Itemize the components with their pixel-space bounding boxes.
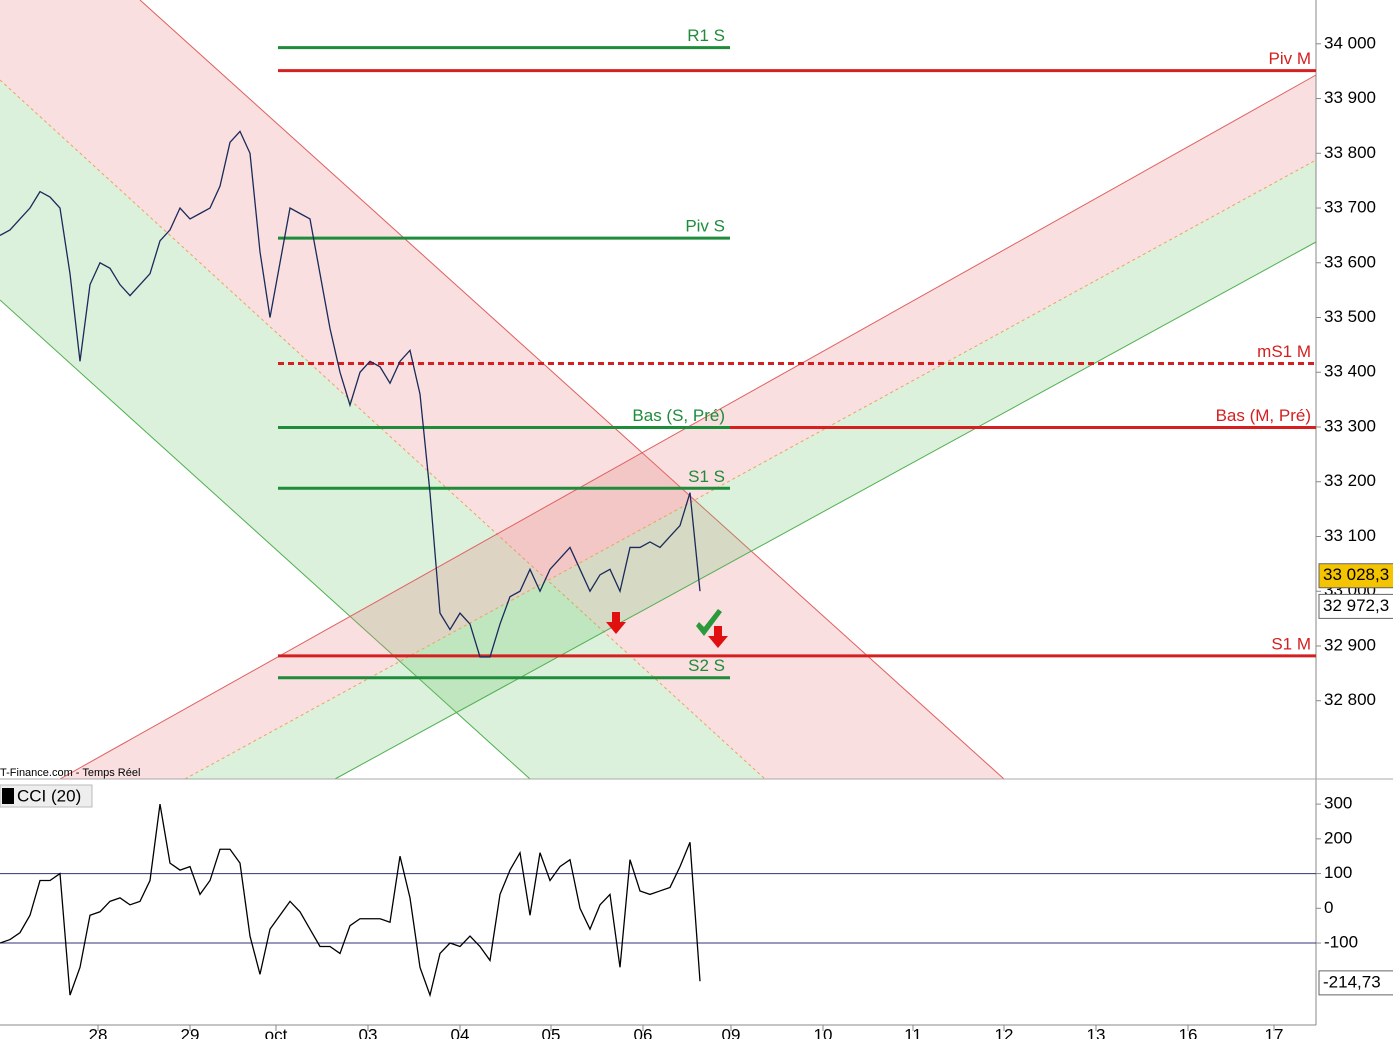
y-tick-label: 33 300 [1324,416,1376,435]
x-tick-label: 28 [89,1025,108,1039]
price-tag [1318,563,1393,589]
y-tick-label: 33 500 [1324,307,1376,326]
x-tick-label: 17 [1265,1025,1284,1039]
legend-swatch [2,788,14,804]
y-tick-label: 32 900 [1324,635,1376,654]
x-tick-label: 12 [995,1025,1014,1039]
price-tag-label: 33 028,3 [1323,565,1389,584]
y-tick-label: 33 700 [1324,198,1376,217]
x-tick-label: 29 [181,1025,200,1039]
price-tag [1318,593,1393,619]
level-label: R1 S [687,26,725,45]
x-tick-label: oct [265,1025,288,1039]
x-tick-label: 09 [722,1025,741,1039]
level-label: Piv S [685,217,725,236]
y-tick-label: 32 800 [1324,690,1376,709]
price-line [0,130,701,658]
cci-title: CCI (20) [17,786,81,805]
price-tag [1318,970,1393,996]
y-tick-label: 33 800 [1324,143,1376,162]
x-tick-label: 05 [542,1025,561,1039]
x-tick-label: 06 [634,1025,653,1039]
x-tick-label: 13 [1087,1025,1106,1039]
y-tick-label: -100 [1324,933,1358,952]
signals [606,609,728,648]
level-label: S2 S [688,656,725,675]
y-tick-label: 100 [1324,863,1352,882]
price-tag-label: 32 972,3 [1323,596,1389,615]
x-tick-label: 04 [451,1025,470,1039]
legend-box [0,784,93,808]
price-line [0,803,701,998]
y-tick-label: 300 [1324,794,1352,813]
level-label: mS1 M [1257,342,1311,361]
x-tick-label: 11 [904,1025,922,1039]
price-tag-label: -214,73 [1323,972,1381,991]
y-tick-label: 200 [1324,828,1352,847]
y-tick-label: 0 [1324,898,1333,917]
y-tick-label: 33 200 [1324,471,1376,490]
level-label: Piv M [1269,49,1312,68]
level-label: Bas (M, Pré) [1216,406,1311,425]
source: T-Finance.com - Temps Réel [0,767,140,779]
x-tick-label: 10 [814,1025,833,1039]
y-tick-label: 33 900 [1324,88,1376,107]
level-label: Bas (S, Pré) [632,406,725,425]
level-label: S1 S [688,467,725,486]
y-tick-label: 34 000 [1324,33,1376,52]
level-label: S1 M [1271,634,1311,653]
y-tick-label: 33 400 [1324,362,1376,381]
y-tick-label: 33 600 [1324,252,1376,271]
x-tick-label: 16 [1179,1025,1198,1039]
x-tick-label: 03 [359,1025,378,1039]
y-tick-label: 33 100 [1324,526,1376,545]
channels [0,0,1317,780]
